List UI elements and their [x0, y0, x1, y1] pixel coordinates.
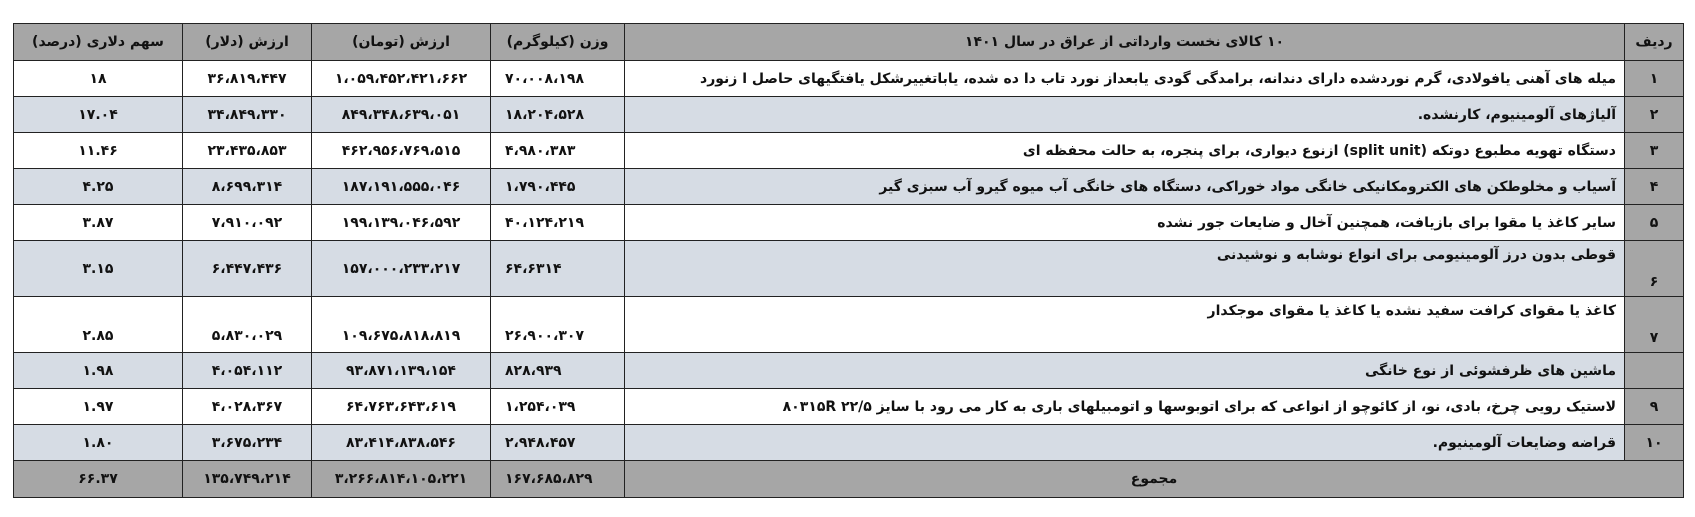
- cell-value-toman: ۱،۰۵۹،۴۵۲،۴۲۱،۶۶۲: [311, 60, 491, 97]
- cell-value-dollar: ۵،۸۳۰،۰۲۹: [182, 296, 312, 353]
- total-label: مجموع: [624, 460, 1684, 498]
- cell-value-dollar: ۴،۰۵۴،۱۱۲: [182, 352, 312, 389]
- cell-rank: ۴: [1624, 168, 1684, 205]
- table-row: ۵ سایر کاغذ یا مقوا برای بازیافت، همچنین …: [13, 204, 1684, 241]
- cell-weight: ۱،۷۹۰،۴۴۵: [490, 168, 625, 205]
- cell-description: ماشین های ظرفشوئی از نوع خانگی: [624, 352, 1625, 389]
- header-value-dollar: ارزش (دلار): [182, 23, 312, 61]
- cell-description: دستگاه تهویه مطبوع دوتکه (split unit) از…: [624, 132, 1625, 169]
- table-row: ۹ لاستیک رویی چرخ، بادی، نو، از کائوچو از…: [13, 388, 1684, 425]
- table-row: ۴ آسیاب و مخلوطکن های الکترومکانیکی خانگی…: [13, 168, 1684, 205]
- cell-description: آلیاژهای آلومینیوم، کارنشده.: [624, 96, 1625, 133]
- cell-description: میله های آهنی یافولادی، گرم نوردشده دارا…: [624, 60, 1625, 97]
- cell-dollar-share: ۱.۸۰: [13, 424, 183, 461]
- cell-value-dollar: ۸،۶۹۹،۳۱۴: [182, 168, 312, 205]
- cell-value-toman: ۸۴۹،۳۴۸،۶۳۹،۰۵۱: [311, 96, 491, 133]
- cell-rank: ۷: [1624, 296, 1684, 353]
- cell-rank: ۵: [1624, 204, 1684, 241]
- cell-rank: ۲: [1624, 96, 1684, 133]
- table-row: ۶ قوطی بدون درز آلومینیومی برای انواع نوش…: [13, 240, 1684, 297]
- cell-rank: ۶: [1624, 240, 1684, 297]
- cell-weight: ۱۸،۲۰۴،۵۲۸: [490, 96, 625, 133]
- cell-value-toman: ۴۶۲،۹۵۶،۷۶۹،۵۱۵: [311, 132, 491, 169]
- cell-weight: ۲،۹۴۸،۴۵۷: [490, 424, 625, 461]
- total-value-toman: ۳،۲۶۶،۸۱۴،۱۰۵،۲۲۱: [311, 460, 491, 498]
- cell-weight: ۲۶،۹۰۰،۳۰۷: [490, 296, 625, 353]
- total-value-dollar: ۱۳۵،۷۴۹،۲۱۴: [182, 460, 312, 498]
- cell-value-toman: ۱۹۹،۱۳۹،۰۴۶،۵۹۲: [311, 204, 491, 241]
- imports-table: ردیف ۱۰ کالای نخست وارداتی از عراق در سا…: [13, 23, 1684, 498]
- header-row: ردیف ۱۰ کالای نخست وارداتی از عراق در سا…: [13, 23, 1684, 61]
- cell-description: لاستیک رویی چرخ، بادی، نو، از کائوچو از …: [624, 388, 1625, 425]
- cell-dollar-share: ۱۷.۰۴: [13, 96, 183, 133]
- cell-dollar-share: ۳.۱۵: [13, 240, 183, 297]
- header-weight: وزن (کیلوگرم): [490, 23, 625, 61]
- cell-value-toman: ۸۳،۴۱۴،۸۳۸،۵۴۶: [311, 424, 491, 461]
- table-row: ۱۰ قراضه وضایعات آلومینیوم. ۲،۹۴۸،۴۵۷ ۸۳،۴۱…: [13, 424, 1684, 461]
- cell-weight: ۴،۹۸۰،۳۸۳: [490, 132, 625, 169]
- cell-description: قراضه وضایعات آلومینیوم.: [624, 424, 1625, 461]
- cell-weight: ۴۰،۱۲۴،۲۱۹: [490, 204, 625, 241]
- header-value-toman: ارزش (تومان): [311, 23, 491, 61]
- table-row: ماشین های ظرفشوئی از نوع خانگی ۸۲۸،۹۳۹ ۹۳،…: [13, 352, 1684, 389]
- cell-dollar-share: ۳.۸۷: [13, 204, 183, 241]
- table-row: ۲ آلیاژهای آلومینیوم، کارنشده. ۱۸،۲۰۴،۵۲۸ ۸…: [13, 96, 1684, 133]
- header-rank: ردیف: [1624, 23, 1684, 61]
- header-description: ۱۰ کالای نخست وارداتی از عراق در سال ۱۴۰…: [624, 23, 1625, 61]
- cell-value-dollar: ۲۳،۴۳۵،۸۵۳: [182, 132, 312, 169]
- cell-value-toman: ۶۴،۷۶۳،۶۴۳،۶۱۹: [311, 388, 491, 425]
- cell-rank: ۹: [1624, 388, 1684, 425]
- cell-description: آسیاب و مخلوطکن های الکترومکانیکی خانگی …: [624, 168, 1625, 205]
- cell-value-toman: ۱۰۹،۶۷۵،۸۱۸،۸۱۹: [311, 296, 491, 353]
- total-weight: ۱۶۷،۶۸۵،۸۲۹: [490, 460, 625, 498]
- cell-value-dollar: ۳،۶۷۵،۲۳۴: [182, 424, 312, 461]
- cell-weight: ۸۲۸،۹۳۹: [490, 352, 625, 389]
- table-row: ۳ دستگاه تهویه مطبوع دوتکه (split unit) ا…: [13, 132, 1684, 169]
- cell-rank: [1624, 352, 1684, 389]
- total-row: مجموع ۱۶۷،۶۸۵،۸۲۹ ۳،۲۶۶،۸۱۴،۱۰۵،۲۲۱ ۱۳۵،…: [13, 460, 1684, 498]
- cell-rank: ۱: [1624, 60, 1684, 97]
- table-row: ۷ کاغذ یا مقوای کرافت سفید نشده یا کاغذ ی…: [13, 296, 1684, 353]
- cell-dollar-share: ۱۱.۴۶: [13, 132, 183, 169]
- cell-value-dollar: ۳۴،۸۴۹،۳۳۰: [182, 96, 312, 133]
- cell-description: سایر کاغذ یا مقوا برای بازیافت، همچنین آ…: [624, 204, 1625, 241]
- cell-weight: ۷۰،۰۰۸،۱۹۸: [490, 60, 625, 97]
- cell-dollar-share: ۱.۹۸: [13, 352, 183, 389]
- cell-dollar-share: ۲.۸۵: [13, 296, 183, 353]
- header-dollar-share: سهم دلاری (درصد): [13, 23, 183, 61]
- cell-dollar-share: ۱.۹۷: [13, 388, 183, 425]
- cell-dollar-share: ۴.۲۵: [13, 168, 183, 205]
- cell-rank: ۱۰: [1624, 424, 1684, 461]
- table-row: ۱ میله های آهنی یافولادی، گرم نوردشده دار…: [13, 60, 1684, 97]
- cell-description: قوطی بدون درز آلومینیومی برای انواع نوشا…: [624, 240, 1625, 297]
- cell-value-dollar: ۷،۹۱۰،۰۹۲: [182, 204, 312, 241]
- cell-value-toman: ۹۳،۸۷۱،۱۳۹،۱۵۴: [311, 352, 491, 389]
- cell-weight: ۶۴،۶۳۱۴: [490, 240, 625, 297]
- cell-value-toman: ۱۵۷،۰۰۰،۲۳۳،۲۱۷: [311, 240, 491, 297]
- cell-description: کاغذ یا مقوای کرافت سفید نشده یا کاغذ یا…: [624, 296, 1625, 353]
- cell-rank: ۳: [1624, 132, 1684, 169]
- cell-value-dollar: ۳۶،۸۱۹،۴۴۷: [182, 60, 312, 97]
- cell-dollar-share: ۱۸: [13, 60, 183, 97]
- cell-weight: ۱،۲۵۴،۰۳۹: [490, 388, 625, 425]
- cell-value-dollar: ۶،۴۴۷،۴۳۶: [182, 240, 312, 297]
- total-dollar-share: ۶۶.۳۷: [13, 460, 183, 498]
- cell-value-dollar: ۴،۰۲۸،۳۶۷: [182, 388, 312, 425]
- cell-value-toman: ۱۸۷،۱۹۱،۵۵۵،۰۴۶: [311, 168, 491, 205]
